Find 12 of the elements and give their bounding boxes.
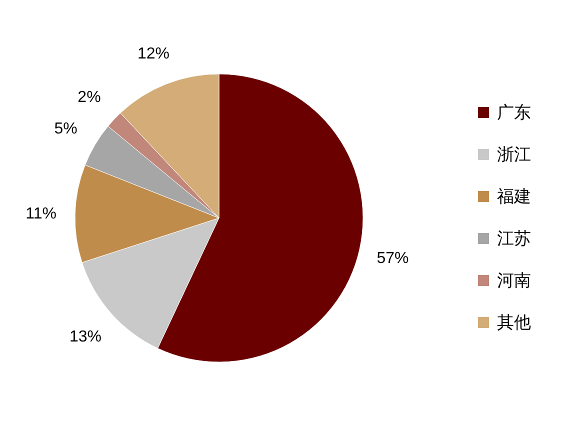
data-label: 13% [69, 328, 102, 346]
legend-label: 河南 [497, 271, 531, 290]
data-label: 57% [376, 250, 409, 267]
legend-label: 江苏 [497, 229, 531, 248]
legend-label: 福建 [497, 187, 531, 206]
legend-label: 浙江 [497, 145, 531, 164]
data-label: 5% [54, 120, 78, 138]
data-label: 12% [137, 46, 170, 62]
legend-label: 广东 [497, 103, 531, 122]
data-label: 2% [78, 89, 101, 106]
data-label: 11% [26, 205, 57, 222]
legend-label: 其他 [497, 313, 531, 332]
